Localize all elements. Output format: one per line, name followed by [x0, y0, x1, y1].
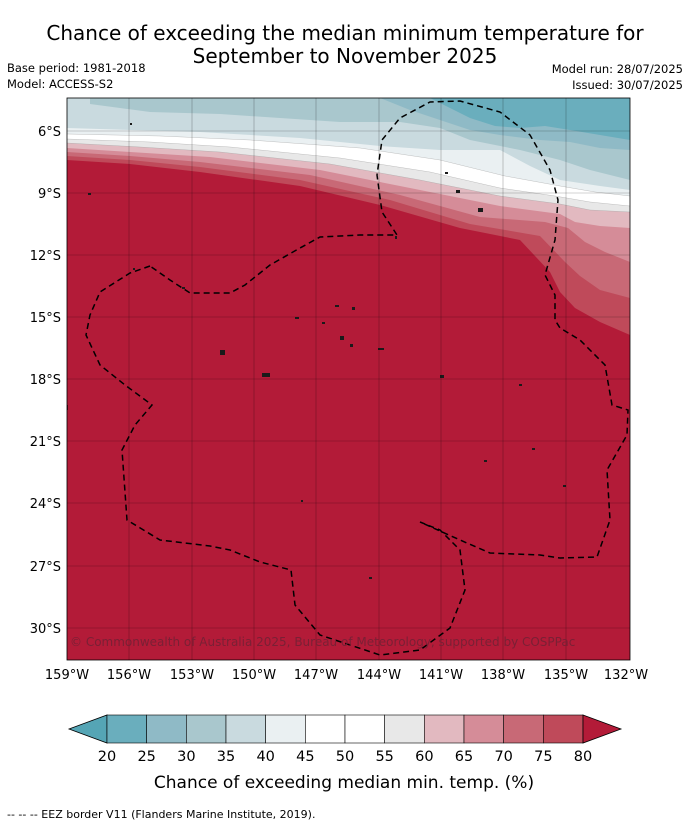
lat-label: 18°S — [30, 373, 61, 388]
colorbar-tick-label: 80 — [574, 749, 592, 765]
model-name: Model: ACCESS-S2 — [7, 77, 114, 91]
colorbar-tick-label: 25 — [137, 749, 155, 765]
colorbar-cell — [146, 714, 187, 744]
colorbar-cell — [265, 714, 306, 744]
colorbar-cell — [305, 714, 346, 744]
map-title: Chance of exceeding the median minimum t… — [0, 22, 690, 68]
colorbar-tick-label: 35 — [217, 749, 235, 765]
colorbar-tick-label: 45 — [296, 749, 314, 765]
eez-borders — [67, 100, 629, 656]
colorbar-cells — [106, 714, 584, 744]
lon-label: 156°W — [107, 668, 151, 683]
gridlines — [67, 98, 630, 660]
eez-legend: -- -- -- EEZ border V11 (Flanders Marine… — [7, 808, 316, 821]
colorbar-tick-label: 40 — [256, 749, 274, 765]
lon-label: 147°W — [294, 668, 338, 683]
colorbar-over-arrow — [582, 714, 623, 744]
colorbar-cell — [424, 714, 465, 744]
colorbar-cell — [344, 714, 385, 744]
lat-label: 15°S — [30, 311, 61, 326]
base-period: Base period: 1981-2018 — [7, 61, 146, 75]
longitude-labels: 159°W 156°W 153°W 150°W 147°W 144°W 141°… — [45, 668, 648, 683]
colorbar-tick-label: 60 — [415, 749, 433, 765]
lat-label: 9°S — [38, 187, 61, 202]
lon-label: 159°W — [45, 668, 89, 683]
colorbar-cell — [543, 714, 584, 744]
lon-label: 138°W — [481, 668, 525, 683]
lon-label: 135°W — [544, 668, 588, 683]
lat-label: 12°S — [30, 249, 61, 264]
lat-label: 21°S — [30, 435, 61, 450]
lat-label: 30°S — [30, 622, 61, 637]
colorbar-tick-label: 50 — [336, 749, 354, 765]
contour-lines — [67, 133, 630, 213]
colorbar-tick-label: 75 — [534, 749, 552, 765]
lat-label: 6°S — [38, 125, 61, 140]
eez-border-south-pacific — [85, 100, 629, 656]
lon-label: 132°W — [604, 668, 648, 683]
lon-label: 150°W — [232, 668, 276, 683]
lon-label: 141°W — [419, 668, 463, 683]
colorbar: 20 25 30 35 40 45 50 55 60 65 70 75 80 Chance of exc… — [67, 714, 623, 793]
issued-date: Issued: 30/07/2025 — [572, 78, 683, 92]
map-frame — [66, 97, 631, 661]
colorbar-under-arrow — [67, 714, 108, 744]
colorbar-tick-labels: 20 25 30 35 40 45 50 55 60 65 70 75 80 — [98, 749, 592, 765]
colorbar-tick-label: 65 — [455, 749, 473, 765]
colorbar-cell — [503, 714, 544, 744]
colorbar-tick-label: 70 — [494, 749, 512, 765]
lat-label: 27°S — [30, 560, 61, 575]
lon-label: 144°W — [357, 668, 401, 683]
islands — [88, 123, 566, 579]
model-run: Model run: 28/07/2025 — [551, 62, 683, 76]
lat-label: 24°S — [30, 497, 61, 512]
title-line-1: Chance of exceeding the median minimum t… — [46, 21, 644, 45]
colorbar-tick-label: 55 — [375, 749, 393, 765]
colorbar-cell — [384, 714, 425, 744]
latitude-labels: 6°S 9°S 12°S 15°S 18°S 21°S 24°S 27°S 30… — [30, 125, 61, 637]
lon-label: 153°W — [170, 668, 214, 683]
colorbar-cell — [463, 714, 504, 744]
meta-right: Model run: 28/07/2025 Issued: 30/07/2025 — [552, 61, 683, 93]
map-plot-area: © Commonwealth of Australia 2025, Bureau… — [67, 98, 630, 660]
colorbar-title: Chance of exceeding median min. temp. (%… — [154, 773, 534, 793]
band-20 — [430, 98, 630, 140]
copyright-text: © Commonwealth of Australia 2025, Bureau… — [70, 635, 575, 649]
colorbar-cell — [106, 714, 147, 744]
colorbar-tick-label: 30 — [177, 749, 195, 765]
title-line-2: September to November 2025 — [192, 44, 498, 68]
colorbar-tick-label: 20 — [98, 749, 116, 765]
colorbar-cell — [186, 714, 227, 744]
colorbar-cell — [225, 714, 266, 744]
meta-left: Base period: 1981-2018 Model: ACCESS-S2 — [7, 60, 146, 92]
